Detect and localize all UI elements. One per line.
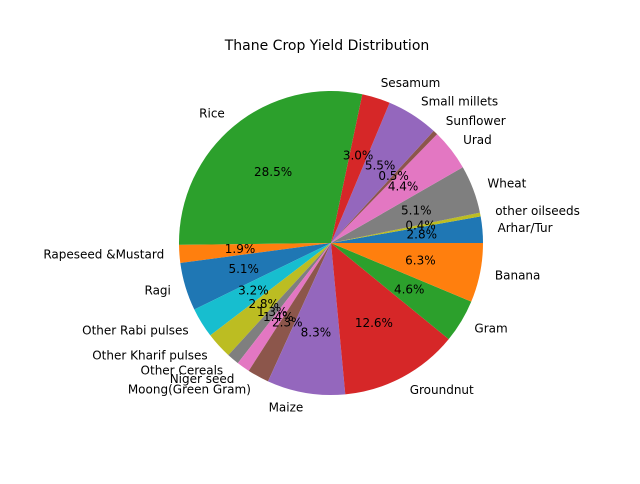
pie-slice-11 — [210, 243, 331, 356]
slice-label-15: Maize — [269, 400, 304, 414]
pie-slice-3 — [331, 134, 463, 243]
slice-percent-17: 4.6% — [394, 282, 425, 296]
pie-slice-9 — [180, 243, 331, 310]
slice-label-1: other oilseeds — [495, 204, 580, 218]
slice-percent-15: 8.3% — [301, 325, 332, 339]
slice-percent-18: 6.3% — [405, 253, 436, 267]
pie-slice-7 — [178, 91, 363, 245]
slice-percent-7: 28.5% — [254, 165, 292, 179]
slice-percent-16: 12.6% — [355, 316, 393, 330]
slice-percent-0: 2.8% — [407, 228, 438, 242]
pie-slice-6 — [331, 94, 390, 243]
chart-title: Thane Crop Yield Distribution — [224, 38, 430, 54]
slice-label-5: Small millets — [421, 95, 498, 109]
pie-slice-17 — [331, 243, 472, 340]
slice-percent-4: 0.5% — [378, 169, 409, 183]
pie-slice-18 — [331, 243, 483, 302]
slice-percent-1: 0.4% — [405, 218, 436, 232]
slice-label-16: Groundnut — [410, 383, 474, 397]
pie-slices — [178, 91, 483, 396]
pie-slice-4 — [331, 130, 438, 243]
slice-percent-5: 5.5% — [365, 159, 396, 173]
slice-percent-6: 3.0% — [343, 148, 374, 162]
slice-label-17: Gram — [474, 322, 507, 336]
pie-slice-12 — [228, 243, 331, 364]
pie-slice-13 — [237, 243, 331, 371]
pie-slice-14 — [248, 243, 331, 382]
pie-slice-0 — [331, 216, 483, 243]
slice-percent-3: 4.4% — [388, 180, 419, 194]
pie-slice-10 — [194, 243, 331, 336]
slice-label-0: Arhar/Tur — [498, 221, 553, 235]
slice-percent-13: 1.4% — [263, 310, 294, 324]
slice-label-13: Niger seed — [170, 372, 235, 386]
slice-label-8: Rapeseed &Mustard — [43, 248, 164, 262]
slice-percent-2: 5.1% — [401, 203, 432, 217]
pie-slice-8 — [179, 243, 331, 263]
slice-label-10: Other Rabi pulses — [82, 323, 189, 337]
slice-label-18: Banana — [495, 268, 541, 282]
pie-slice-2 — [331, 167, 480, 243]
slice-label-11: Other Kharif pulses — [92, 348, 207, 362]
slice-label-6: Sesamum — [381, 76, 441, 90]
slice-label-14: Moong(Green Gram) — [128, 382, 251, 396]
slice-percent-11: 2.8% — [248, 297, 279, 311]
slice-percent-14: 2.3% — [272, 316, 303, 330]
slice-label-9: Ragi — [145, 284, 171, 298]
slice-label-12: Other Cereals — [141, 363, 224, 377]
slice-label-4: Sunflower — [446, 114, 506, 128]
pie-slice-1 — [331, 212, 481, 243]
slice-percent-12: 1.3% — [257, 305, 288, 319]
slice-labels: Arhar/Tur other oilseeds Wheat Urad Sunflowe… — [43, 76, 580, 415]
slice-percent-8: 1.9% — [225, 242, 256, 256]
slice-percent-9: 5.1% — [228, 262, 259, 276]
slice-label-3: Urad — [463, 133, 492, 147]
percent-labels: 2.8%0.4%5.1%4.4%0.5%5.5%3.0%28.5%1.9%5.1… — [225, 148, 437, 339]
slice-label-7: Rice — [199, 106, 225, 120]
pie-slice-5 — [331, 102, 434, 243]
pie-slice-16 — [331, 243, 449, 395]
pie-slice-15 — [268, 243, 346, 396]
slice-label-2: Wheat — [487, 176, 526, 190]
slice-percent-10: 3.2% — [238, 283, 269, 297]
